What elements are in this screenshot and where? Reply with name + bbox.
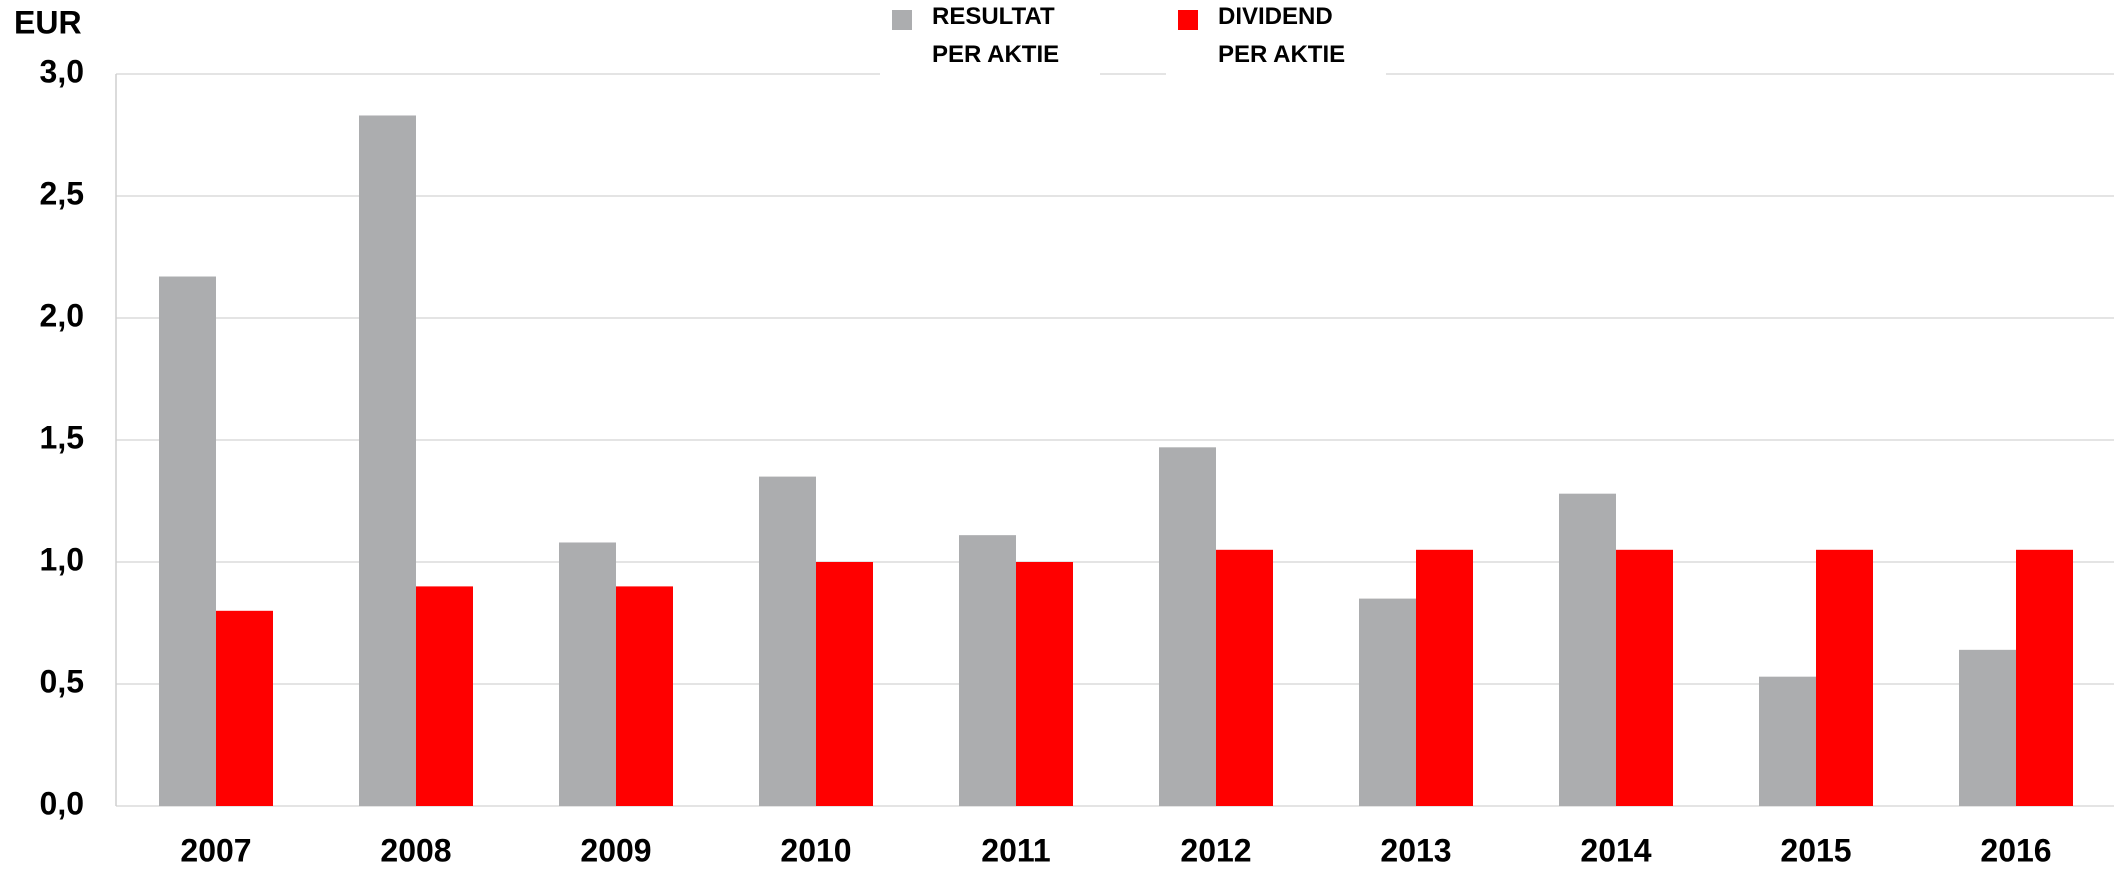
bar — [1816, 549, 1873, 806]
legend-swatch — [1178, 10, 1198, 30]
bar — [1416, 549, 1473, 806]
bar — [2016, 549, 2073, 806]
legend-swatch — [892, 10, 912, 30]
y-tick-label: 2,0 — [40, 297, 84, 333]
y-tick-label: 0,5 — [40, 663, 84, 699]
bar — [1216, 549, 1273, 806]
bar — [816, 562, 873, 806]
bar — [1559, 493, 1616, 806]
y-tick-label: 1,0 — [40, 541, 84, 577]
x-tick-label: 2008 — [380, 832, 451, 868]
bar — [1159, 447, 1216, 806]
y-tick-label: 2,5 — [40, 175, 84, 211]
bar — [1959, 649, 2016, 806]
bar — [1759, 676, 1816, 806]
y-tick-label: 3,0 — [40, 53, 84, 89]
bar — [1359, 598, 1416, 806]
bar — [416, 586, 473, 806]
x-tick-label: 2010 — [780, 832, 851, 868]
y-tick-label: 1,5 — [40, 419, 84, 455]
bar — [616, 586, 673, 806]
x-tick-label: 2016 — [1980, 832, 2051, 868]
legend-item: DIVIDEND PER AKTIE — [1166, 3, 1386, 80]
bar — [959, 535, 1016, 806]
x-tick-label: 2013 — [1380, 832, 1451, 868]
x-tick-label: 2012 — [1180, 832, 1251, 868]
bar — [159, 276, 216, 806]
legend-label: DIVIDEND PER AKTIE — [1218, 3, 1346, 68]
y-tick-label: 0,0 — [40, 785, 84, 821]
bar — [1616, 549, 1673, 806]
legend-item: RESULTAT PER AKTIE — [880, 3, 1100, 80]
bar — [359, 115, 416, 807]
x-tick-label: 2014 — [1580, 832, 1651, 868]
bar — [216, 610, 273, 806]
x-tick-label: 2011 — [981, 832, 1050, 868]
x-tick-label: 2007 — [180, 832, 251, 868]
legend-label: RESULTAT PER AKTIE — [932, 3, 1060, 68]
bar — [559, 542, 616, 806]
bar — [1016, 562, 1073, 806]
x-tick-label: 2015 — [1780, 832, 1851, 868]
bar — [759, 476, 816, 806]
y-axis-label: EUR — [14, 4, 82, 40]
x-tick-label: 2009 — [580, 832, 651, 868]
